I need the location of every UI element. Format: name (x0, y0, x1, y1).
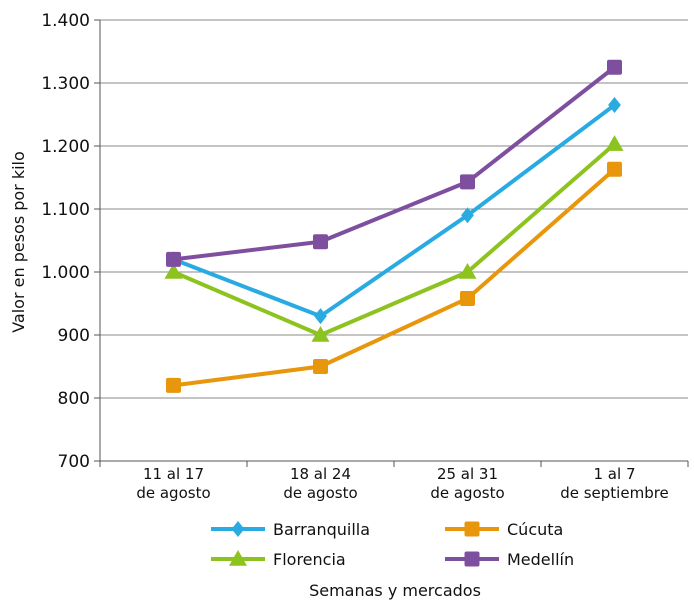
y-tick-label: 800 (58, 389, 90, 409)
data-point (164, 263, 183, 279)
x-tick-label: 11 al 17 de agosto (136, 465, 210, 502)
x-tick-label: 18 al 24 de agosto (283, 465, 357, 502)
data-point (311, 326, 330, 342)
data-point (460, 290, 475, 306)
legend-label: Florencia (273, 550, 346, 569)
data-point (313, 234, 328, 250)
data-point (607, 161, 622, 177)
y-tick-label: 1.400 (41, 11, 90, 31)
series-line (173, 167, 616, 388)
data-point (461, 207, 474, 224)
series-line (172, 142, 616, 337)
y-tick-label: 900 (58, 326, 90, 346)
legend-item-medell-n: Medellín (445, 550, 574, 569)
legend-marker (231, 521, 245, 537)
legend-item-florencia: Florencia (211, 550, 346, 569)
data-point (460, 174, 475, 190)
y-tick-label: 1.100 (41, 200, 90, 220)
legend-item-barranquilla: Barranquilla (211, 520, 370, 539)
x-tick-label: 1 al 7 de septiembre (560, 465, 669, 502)
y-tick-label: 1.200 (41, 137, 90, 157)
x-axis-title: Semanas y mercados (309, 581, 481, 600)
data-point (314, 308, 327, 325)
legend-marker (464, 521, 480, 537)
legend-label: Medellín (507, 550, 574, 569)
legend-item-c-cuta: Cúcuta (445, 520, 563, 539)
data-point (458, 263, 477, 279)
legend-label: Cúcuta (507, 520, 563, 539)
y-tick-label: 1.300 (41, 74, 90, 94)
legend-marker (464, 551, 480, 567)
legend-marker (229, 550, 247, 566)
legend: Barranquilla Cúcuta Florencia Medellín (211, 520, 574, 569)
y-axis-title: Valor en pesos por kilo (9, 151, 28, 333)
data-point (608, 97, 621, 114)
series-medell-n (166, 59, 622, 267)
x-tick-label: 25 al 31 de agosto (430, 465, 504, 502)
series (164, 59, 624, 393)
axes: 700 800 900 1.000 1.100 1.200 1.300 1.400 11 al … (41, 11, 689, 502)
data-point (166, 377, 181, 393)
y-tick-label: 1.000 (41, 263, 90, 283)
y-tick-label: 700 (58, 452, 90, 472)
data-point (607, 59, 622, 75)
series-c-cuta (166, 161, 622, 393)
data-point (166, 251, 181, 267)
series-line (172, 103, 616, 319)
legend-label: Barranquilla (273, 520, 370, 539)
series-florencia (164, 135, 624, 342)
series-line (173, 65, 616, 262)
data-point (313, 359, 328, 374)
grid (100, 19, 688, 462)
data-point (605, 135, 624, 151)
